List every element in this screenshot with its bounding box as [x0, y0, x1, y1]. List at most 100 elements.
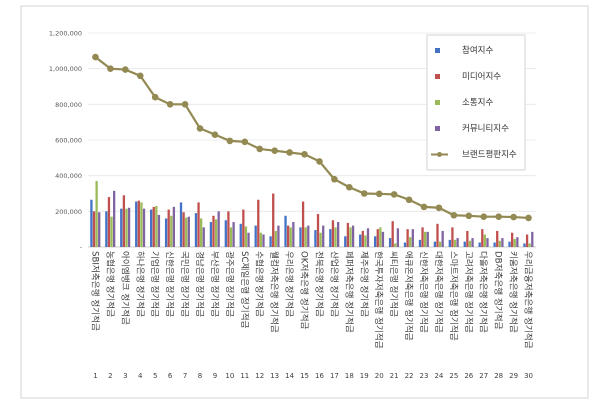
- bar-2: [511, 232, 514, 247]
- legend-swatch: [435, 100, 440, 105]
- bar-2: [92, 211, 96, 247]
- bar-4: [202, 227, 205, 247]
- line-point: [480, 213, 488, 220]
- bar-2: [436, 223, 439, 247]
- bar-3: [528, 243, 531, 247]
- line-point: [211, 131, 219, 138]
- y-tick-label: 400,000: [55, 172, 82, 180]
- bar-2: [272, 193, 275, 247]
- x-category-number: 24: [434, 372, 443, 380]
- x-category-number: 10: [225, 372, 234, 380]
- bar-4: [531, 231, 534, 247]
- bar-3: [229, 227, 233, 247]
- x-category-number: 27: [479, 372, 488, 380]
- x-category-number: 28: [494, 372, 503, 380]
- x-category-number: 9: [213, 372, 217, 380]
- bar-3: [379, 227, 382, 247]
- bar-4: [277, 225, 280, 247]
- bar-1: [254, 225, 257, 247]
- x-category-label: 대한저축은행 정기적금: [433, 251, 445, 333]
- y-tick-label: 600,000: [55, 137, 82, 145]
- x-category-number: 14: [285, 372, 294, 380]
- bar-4: [486, 238, 489, 247]
- bar-1: [299, 227, 302, 247]
- x-category-label: 광주은행 정기적금: [224, 251, 236, 317]
- bar-3: [453, 239, 457, 247]
- legend-swatch: [435, 74, 440, 79]
- x-category-label: 우리은행 정기적금: [284, 251, 296, 317]
- bar-2: [525, 234, 529, 247]
- x-category-number: 17: [330, 372, 339, 380]
- bar-2: [391, 221, 394, 247]
- y-tick-label: 1,000,000: [49, 65, 82, 73]
- line-point: [495, 213, 502, 220]
- bar-2: [346, 222, 350, 247]
- bar-4: [247, 232, 250, 247]
- x-category-label: 신한은행 정기적금: [164, 251, 176, 317]
- x-category-label: 수협은행 정기적금: [254, 251, 266, 317]
- x-category-label: 고려저축은행 정기적금: [463, 251, 475, 333]
- bar-4: [516, 237, 519, 247]
- x-category-number: 2: [108, 372, 112, 380]
- bar-3: [394, 243, 397, 247]
- x-category-label: SBI저축은행 정기적금: [89, 251, 101, 331]
- bar-1: [120, 208, 123, 247]
- line-point: [151, 93, 159, 101]
- bar-2: [137, 200, 140, 247]
- bar-2: [107, 197, 111, 247]
- x-category-number: 22: [405, 372, 414, 380]
- x-category-label: 한국투자저축은행 정기적금: [373, 251, 385, 349]
- line-point: [107, 65, 114, 72]
- bar-4: [396, 228, 400, 247]
- bar-3: [289, 227, 292, 247]
- bar-1: [463, 241, 466, 247]
- bar-3: [349, 227, 352, 247]
- bar-4: [172, 206, 176, 247]
- bar-2: [257, 199, 260, 247]
- bar-1: [418, 239, 422, 247]
- bar-3: [185, 217, 188, 247]
- x-category-number: 25: [449, 372, 458, 380]
- y-tick-label: 800,000: [55, 101, 82, 109]
- x-axis-category-labels: SBI저축은행 정기적금 농협은행 정기적금 아이엠뱅크 정기적금 하나은행 정기적금…: [89, 251, 534, 349]
- line-point: [331, 175, 338, 183]
- bar-2: [466, 230, 469, 247]
- bar-4: [142, 208, 146, 247]
- bar-3: [513, 238, 516, 247]
- bar-4: [351, 225, 355, 247]
- bar-2: [242, 209, 245, 247]
- bar-4: [456, 238, 459, 247]
- x-category-number: 8: [198, 372, 202, 380]
- bar-3: [483, 234, 487, 247]
- bar-3: [364, 235, 367, 247]
- bar-series-group: [90, 181, 534, 247]
- legend-swatch-marker: [437, 152, 442, 157]
- bar-2: [481, 229, 484, 247]
- x-category-label: SC제일은행 정기적금: [239, 251, 251, 329]
- bar-4: [307, 225, 310, 247]
- x-category-label: 키움저축은행 정기적금: [508, 251, 520, 333]
- bar-2: [451, 227, 454, 247]
- line-point: [286, 149, 293, 156]
- bar-3: [95, 181, 98, 247]
- line-point: [301, 150, 308, 158]
- bar-1: [478, 242, 481, 247]
- line-point: [316, 158, 323, 165]
- bar-3: [424, 231, 427, 247]
- x-category-number: 1: [93, 372, 97, 380]
- bar-1: [224, 220, 227, 247]
- x-category-number: 18: [345, 372, 354, 380]
- x-category-number: 12: [255, 372, 264, 380]
- line-point: [375, 190, 383, 198]
- bar-3: [170, 215, 173, 247]
- bar-3: [438, 241, 442, 247]
- x-category-label: OK저축은행 정기적금: [299, 251, 311, 329]
- bar-1: [493, 242, 496, 247]
- bar-1: [314, 230, 317, 247]
- line-point: [136, 72, 144, 80]
- line-point: [196, 125, 204, 132]
- bar-1: [508, 241, 511, 247]
- bar-1: [105, 211, 108, 247]
